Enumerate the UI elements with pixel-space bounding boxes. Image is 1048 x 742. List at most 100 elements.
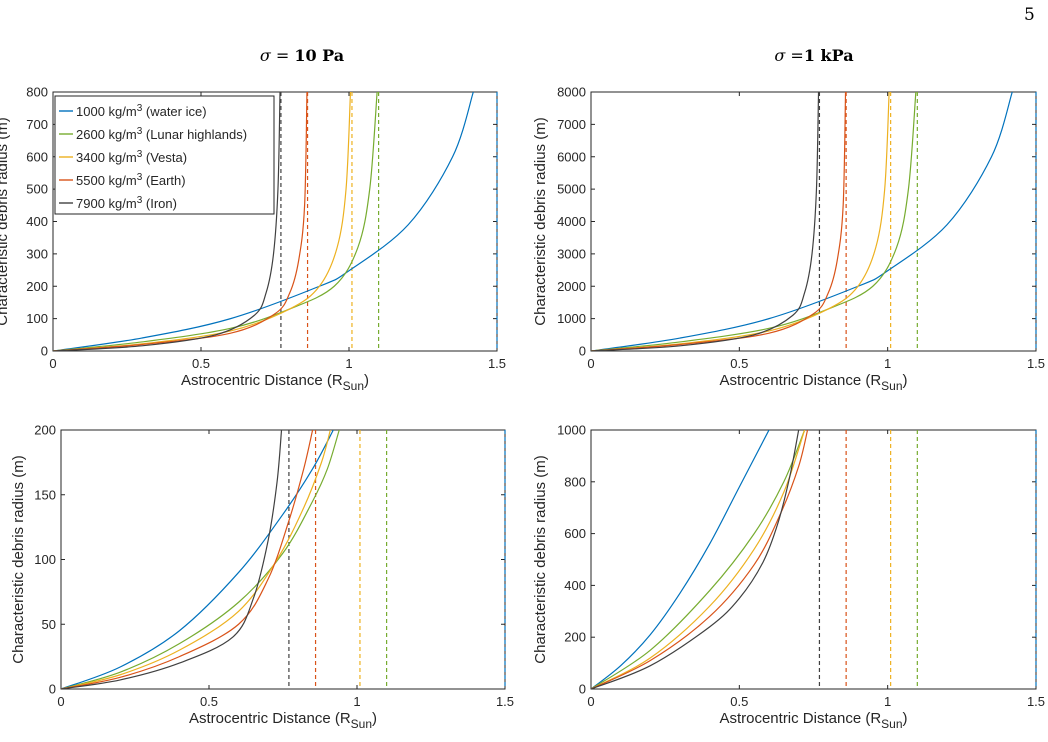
x-tick-label: 1.5: [488, 356, 506, 371]
y-tick-label: 150: [34, 487, 56, 502]
legend-box: [54, 95, 275, 215]
legend-label: 7900 kg/m3 (Iron): [76, 195, 177, 211]
x-tick-label: 0: [587, 356, 594, 371]
legend-label-post: (Vesta): [142, 150, 187, 165]
series-line-4: [53, 92, 308, 351]
chart-panel-2: 0 0.5 1 1.5 0 1000 2000 3000 4000 5000 6000 7000 800…: [532, 85, 1045, 394]
y-tick-label: 400: [26, 214, 48, 229]
legend-label: 1000 kg/m3 (water ice): [76, 103, 207, 119]
y-tick-label: 100: [26, 311, 48, 326]
series-line-2: [53, 92, 378, 351]
legend-label-sup: 3: [137, 149, 143, 160]
series-line-3: [591, 92, 890, 351]
y-axis-label: Characteristic debris radius (m): [532, 455, 549, 663]
legend-label-post: (water ice): [142, 104, 206, 119]
y-tick-label: 100: [34, 552, 56, 567]
x-axis-label-sub: Sun: [343, 379, 364, 393]
legend-label-pre: 2600 kg/m: [76, 127, 137, 142]
series-group: [591, 430, 809, 689]
y-tick-label: 600: [564, 526, 586, 541]
series-line-2: [591, 92, 917, 351]
x-axis-label-end: ): [903, 710, 908, 727]
plot-area: [590, 91, 1037, 352]
y-tick-label: 50: [42, 617, 56, 632]
x-axis-label-sub: Sun: [881, 717, 902, 731]
series-line-4: [591, 92, 847, 351]
title-equals: =: [270, 46, 295, 65]
y-tick-label: 300: [26, 246, 48, 261]
x-tick-label: 1: [884, 356, 891, 371]
x-tick-label: 1: [884, 694, 891, 709]
series-group: [591, 92, 1013, 351]
series-line-2: [591, 430, 806, 689]
x-tick-label: 1.5: [1027, 356, 1045, 371]
x-axis-label-main: Astrocentric Distance (R: [181, 372, 343, 389]
x-axis-label-end: ): [372, 710, 377, 727]
column-title-right: σ =1 kPa: [664, 46, 964, 65]
series-line-3: [591, 430, 806, 689]
legend-label-sup: 3: [137, 172, 143, 183]
series-group: [53, 92, 474, 351]
y-tick-label: 5000: [557, 182, 586, 197]
x-tick-label: 0.5: [200, 694, 218, 709]
legend-label-pre: 3400 kg/m: [76, 150, 137, 165]
x-tick-label: 1.5: [1027, 694, 1045, 709]
y-tick-label: 2000: [557, 279, 586, 294]
legend-label-post: (Lunar highlands): [142, 127, 247, 142]
y-tick-label: 400: [564, 578, 586, 593]
x-axis-label-end: ): [903, 372, 908, 389]
x-axis-label-main: Astrocentric Distance (R: [719, 710, 881, 727]
y-tick-label: 1000: [557, 311, 586, 326]
x-axis-label: Astrocentric Distance (RSun): [719, 710, 907, 731]
series-line-1: [61, 430, 334, 689]
y-tick-label: 4000: [557, 214, 586, 229]
x-axis-label-main: Astrocentric Distance (R: [189, 710, 351, 727]
title-value: 10 Pa: [294, 46, 345, 65]
y-axis-label: Characteristic debris radius (m): [532, 117, 549, 325]
legend-label-pre: 7900 kg/m: [76, 196, 137, 211]
chart-panel-1: 0 0.5 1 1.5 0 100 200 300 400 500 600 700 800 Astroce…: [0, 85, 506, 394]
plot-area: [60, 429, 506, 690]
y-tick-label: 0: [49, 682, 56, 697]
title-equals: =: [785, 46, 804, 65]
x-tick-label: 0.5: [730, 694, 748, 709]
y-tick-label: 0: [579, 682, 586, 697]
column-title-left: σ = 10 Pa: [152, 46, 452, 65]
legend-label-sup: 3: [137, 126, 143, 137]
legend-label-pre: 1000 kg/m: [76, 104, 137, 119]
y-tick-label: 800: [564, 474, 586, 489]
chart-panel-4: 0 0.5 1 1.5 0 200 400 600 800 1000 Astrocentric Di…: [532, 423, 1045, 732]
x-tick-label: 0: [57, 694, 64, 709]
plot-area: [590, 429, 1037, 690]
x-tick-label: 0: [49, 356, 56, 371]
series-line-5: [61, 430, 283, 689]
x-axis-label-main: Astrocentric Distance (R: [719, 372, 881, 389]
legend-label: 2600 kg/m3 (Lunar highlands): [76, 126, 247, 142]
y-tick-label: 6000: [557, 149, 586, 164]
series-group: [61, 430, 340, 689]
y-tick-label: 700: [26, 117, 48, 132]
legend-label: 5500 kg/m3 (Earth): [76, 172, 186, 188]
legend: 1000 kg/m3 (water ice)2600 kg/m3 (Lunar …: [54, 95, 275, 215]
series-line-1: [591, 92, 1013, 351]
legend-label-sup: 3: [137, 195, 143, 206]
series-line-3: [53, 92, 352, 351]
x-tick-label: 1: [345, 356, 352, 371]
y-axis-label: Characteristic debris radius (m): [0, 117, 11, 325]
x-tick-label: 1: [353, 694, 360, 709]
x-axis-label: Astrocentric Distance (RSun): [719, 372, 907, 393]
x-tick-label: 0: [587, 694, 594, 709]
x-axis-label: Astrocentric Distance (RSun): [189, 710, 377, 731]
sigma-symbol: σ: [774, 46, 786, 65]
legend-label-post: (Earth): [142, 173, 185, 188]
y-tick-label: 200: [34, 423, 56, 438]
series-line-5: [591, 430, 800, 689]
series-line-5: [53, 92, 281, 351]
y-tick-label: 800: [26, 85, 48, 100]
y-tick-label: 0: [41, 344, 48, 359]
x-tick-label: 0.5: [730, 356, 748, 371]
y-tick-label: 200: [564, 630, 586, 645]
title-value: 1 kPa: [803, 46, 854, 65]
series-line-1: [591, 430, 770, 689]
